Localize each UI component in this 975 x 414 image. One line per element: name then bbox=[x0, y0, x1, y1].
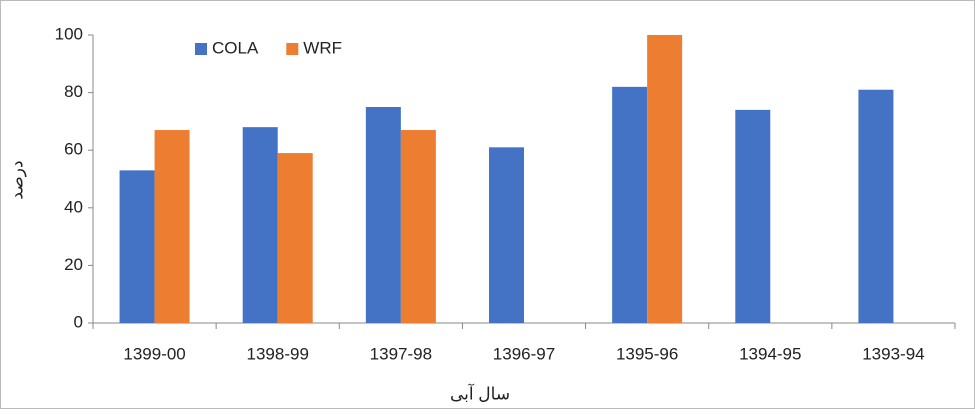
bar bbox=[612, 86, 648, 323]
bar bbox=[400, 130, 436, 323]
bar bbox=[365, 107, 401, 323]
bar bbox=[735, 109, 771, 323]
legend-label: COLA bbox=[212, 38, 259, 57]
y-axis-label: درصد bbox=[7, 160, 26, 199]
x-tick-label: 1396-97 bbox=[493, 344, 555, 363]
legend-label: WRF bbox=[303, 38, 342, 57]
bar bbox=[647, 35, 683, 323]
y-tick-label: 40 bbox=[64, 197, 83, 216]
legend-swatch bbox=[195, 43, 207, 55]
bar bbox=[858, 89, 894, 323]
y-tick-label: 100 bbox=[55, 24, 83, 43]
bar bbox=[154, 130, 190, 323]
y-tick-label: 80 bbox=[64, 82, 83, 101]
y-tick-label: 60 bbox=[64, 140, 83, 159]
legend-swatch bbox=[286, 43, 299, 55]
x-tick-label: 1393-94 bbox=[862, 344, 924, 363]
x-tick-label: 1394-95 bbox=[739, 344, 801, 363]
x-tick-label: 1395-96 bbox=[616, 344, 678, 363]
x-tick-label: 1398-99 bbox=[247, 344, 309, 363]
bar bbox=[119, 170, 155, 323]
x-axis-label: سال آبی bbox=[450, 382, 510, 403]
x-tick-label: 1399-00 bbox=[123, 344, 185, 363]
y-tick-label: 0 bbox=[74, 312, 83, 331]
bar bbox=[242, 127, 278, 323]
x-tick-label: 1397-98 bbox=[370, 344, 432, 363]
bar bbox=[277, 153, 313, 323]
bar bbox=[489, 147, 524, 323]
y-tick-label: 20 bbox=[64, 255, 83, 274]
